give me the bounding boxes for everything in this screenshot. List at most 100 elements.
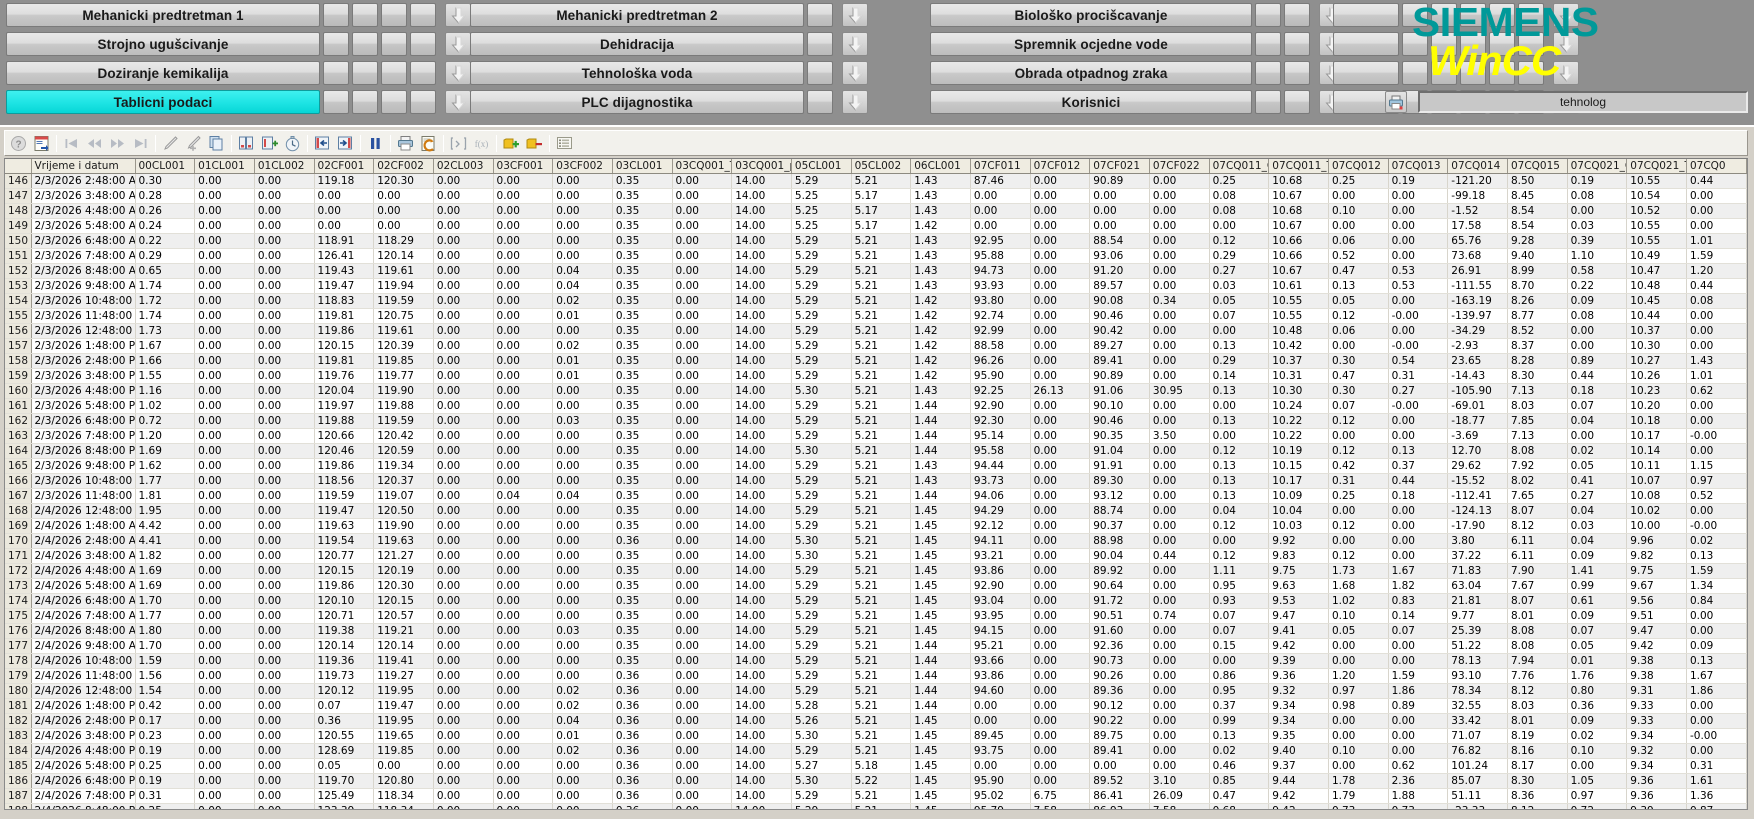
nav-slot-button[interactable] [410, 3, 436, 27]
table-row[interactable]: 163 2/3/2026 7:48:00 PM 1.20 0.00 0.00 120.66… [5, 428, 1747, 444]
nav-slot-button[interactable] [352, 3, 378, 27]
nav-button-biolo-ko-proci-cavanje[interactable]: Biološko procišcavanje [930, 3, 1252, 27]
nav-button-obrada-otpadnog-zraka[interactable]: Obrada otpadnog zraka [930, 61, 1252, 85]
print-icon[interactable] [395, 133, 416, 154]
nav-scroll-down-button[interactable] [1553, 61, 1579, 85]
column-header-07cf012[interactable]: 07CF012 [1030, 159, 1091, 174]
select-range-icon[interactable] [448, 133, 469, 154]
nav-slot-button[interactable] [1460, 32, 1486, 56]
nav-button-empty[interactable] [1333, 61, 1399, 85]
table-row[interactable]: 1882/4/2026 8:48:00 PM0.250.000.00123.39… [5, 803, 1747, 809]
nav-slot-button[interactable] [1489, 3, 1515, 27]
table-row[interactable]: 162 2/3/2026 6:48:00 PM 0.72 0.00 0.00 119.88… [5, 413, 1747, 429]
column-header-07cq021-t[interactable]: 07CQ021_T [1626, 159, 1687, 174]
nav-slot-button[interactable] [1284, 32, 1310, 56]
column-header-03cl001[interactable]: 03CL001 [612, 159, 673, 174]
nav-scroll-down-button[interactable] [1553, 3, 1579, 27]
column-header-07cq013[interactable]: 07CQ013 [1388, 159, 1449, 174]
nav-slot-button[interactable] [323, 3, 349, 27]
nav-slot-button[interactable] [1431, 61, 1457, 85]
nav-slot-button[interactable] [352, 61, 378, 85]
table-row[interactable]: 146 2/3/2026 2:48:00 AM 0.30 0.00 0.00 119.18… [5, 173, 1747, 189]
nav-scroll-down-button[interactable] [445, 32, 471, 56]
edit-icon[interactable] [160, 133, 181, 154]
nav-scroll-down-button[interactable] [445, 90, 471, 114]
table-row[interactable]: 165 2/3/2026 9:48:00 PM 1.62 0.00 0.00 119.86… [5, 458, 1747, 474]
current-user-field[interactable]: tehnolog [1418, 91, 1748, 113]
column-header-03cq001-ph[interactable]: 03CQ001_pH [731, 159, 792, 174]
table-row[interactable]: 173 2/4/2026 5:48:00 AM 1.69 0.00 0.00 119.86… [5, 578, 1747, 594]
column-header-07cq014[interactable]: 07CQ014 [1447, 159, 1508, 174]
list-properties-icon[interactable] [554, 133, 575, 154]
nav-slot-button[interactable] [1402, 61, 1428, 85]
table-row[interactable]: 147 2/3/2026 3:48:00 AM 0.28 0.00 0.00 0.00 0.… [5, 188, 1747, 204]
table-row[interactable]: 159 2/3/2026 3:48:00 PM 1.55 0.00 0.00 119.76… [5, 368, 1747, 384]
column-header-index[interactable] [5, 159, 32, 174]
nav-scroll-down-button[interactable] [1553, 32, 1579, 56]
table-row[interactable]: 158 2/3/2026 2:48:00 PM 1.66 0.00 0.00 119.81… [5, 353, 1747, 369]
column-header-03cf001[interactable]: 03CF001 [493, 159, 554, 174]
table-row[interactable]: 169 2/4/2026 1:48:00 AM 4.42 0.00 0.00 119.63… [5, 518, 1747, 534]
nav-button-korisnici[interactable]: Korisnici [930, 90, 1252, 114]
table-row[interactable]: 149 2/3/2026 5:48:00 AM 0.24 0.00 0.00 0.00 0.… [5, 218, 1747, 234]
table-row[interactable]: 161 2/3/2026 5:48:00 PM 1.02 0.00 0.00 119.97… [5, 398, 1747, 414]
column-header-07cf011[interactable]: 07CF011 [970, 159, 1031, 174]
nav-slot-button[interactable] [381, 61, 407, 85]
column-header-07cq021-o2[interactable]: 07CQ021_O2 [1567, 159, 1628, 174]
table-row[interactable]: 174 2/4/2026 6:48:00 AM 1.70 0.00 0.00 120.10… [5, 593, 1747, 609]
nav-slot-button[interactable] [381, 3, 407, 27]
column-header-07cf021[interactable]: 07CF021 [1089, 159, 1150, 174]
column-header-00cl001[interactable]: 00CL001 [135, 159, 196, 174]
nav-button-spremnik-ocjedne-vode[interactable]: Spremnik ocjedne vode [930, 32, 1252, 56]
nav-slot-button[interactable] [352, 32, 378, 56]
column-header-02cf002[interactable]: 02CF002 [373, 159, 434, 174]
nav-slot-button[interactable] [323, 32, 349, 56]
table-row[interactable]: 187 2/4/2026 7:48:00 PM 0.31 0.00 0.00 125.49… [5, 788, 1747, 804]
table-row[interactable]: 181 2/4/2026 1:48:00 PM 0.42 0.00 0.00 0.07 11… [5, 698, 1747, 714]
nav-slot-button[interactable] [410, 32, 436, 56]
next-record-icon[interactable] [107, 133, 128, 154]
column-header-06cl001[interactable]: 06CL001 [910, 159, 971, 174]
nav-slot-button[interactable] [1284, 3, 1310, 27]
table-row[interactable]: 184 2/4/2026 4:48:00 PM 0.19 0.00 0.00 128.69… [5, 743, 1747, 759]
column-header-03cq001-t[interactable]: 03CQ001_T [672, 159, 733, 174]
nav-slot-button[interactable] [807, 61, 833, 85]
column-header-vrijeme-i-datum[interactable]: Vrijeme i datum [31, 159, 136, 174]
nav-slot-button[interactable] [1518, 32, 1544, 56]
nav-button-tablicni-podaci[interactable]: Tablicni podaci [6, 90, 320, 114]
nav-slot-button[interactable] [410, 90, 436, 114]
column-header-07cq0[interactable]: 07CQ0 [1686, 159, 1747, 174]
prev-record-icon[interactable] [84, 133, 105, 154]
nav-scroll-down-button[interactable] [842, 3, 868, 27]
remove-column-icon[interactable] [524, 133, 545, 154]
statistics-icon[interactable]: f(x) [471, 133, 492, 154]
nav-button-plc-dijagnostika[interactable]: PLC dijagnostika [470, 90, 804, 114]
nav-slot-button[interactable] [1284, 90, 1310, 114]
table-row[interactable]: 170 2/4/2026 2:48:00 AM 4.41 0.00 0.00 119.54… [5, 533, 1747, 549]
table-row[interactable]: 151 2/3/2026 7:48:00 AM 0.29 0.00 0.00 126.41… [5, 248, 1747, 264]
nav-button-mehanicki-predtretman-2[interactable]: Mehanicki predtretman 2 [470, 3, 804, 27]
nav-scroll-down-button[interactable] [445, 61, 471, 85]
nav-scroll-down-button[interactable] [842, 61, 868, 85]
time-range-icon[interactable] [282, 133, 303, 154]
archive-add-icon[interactable] [259, 133, 280, 154]
pause-icon[interactable] [365, 133, 386, 154]
nav-scroll-down-button[interactable] [842, 32, 868, 56]
edit-add-icon[interactable] [183, 133, 204, 154]
table-row[interactable]: 183 2/4/2026 3:48:00 PM 0.23 0.00 0.00 120.55… [5, 728, 1747, 744]
column-header-02cl003[interactable]: 02CL003 [433, 159, 494, 174]
table-row[interactable]: 185 2/4/2026 5:48:00 PM 0.25 0.00 0.00 0.05 0.… [5, 758, 1747, 774]
table-row[interactable]: 150 2/3/2026 6:48:00 AM 0.22 0.00 0.00 118.91… [5, 233, 1747, 249]
nav-slot-button[interactable] [381, 90, 407, 114]
table-row[interactable]: 157 2/3/2026 1:48:00 PM 1.67 0.00 0.00 120.15… [5, 338, 1747, 354]
nav-slot-button[interactable] [1402, 32, 1428, 56]
add-column-icon[interactable] [501, 133, 522, 154]
nav-button-doziranje-kemikalija[interactable]: Doziranje kemikalija [6, 61, 320, 85]
column-header-01cl002[interactable]: 01CL002 [254, 159, 315, 174]
